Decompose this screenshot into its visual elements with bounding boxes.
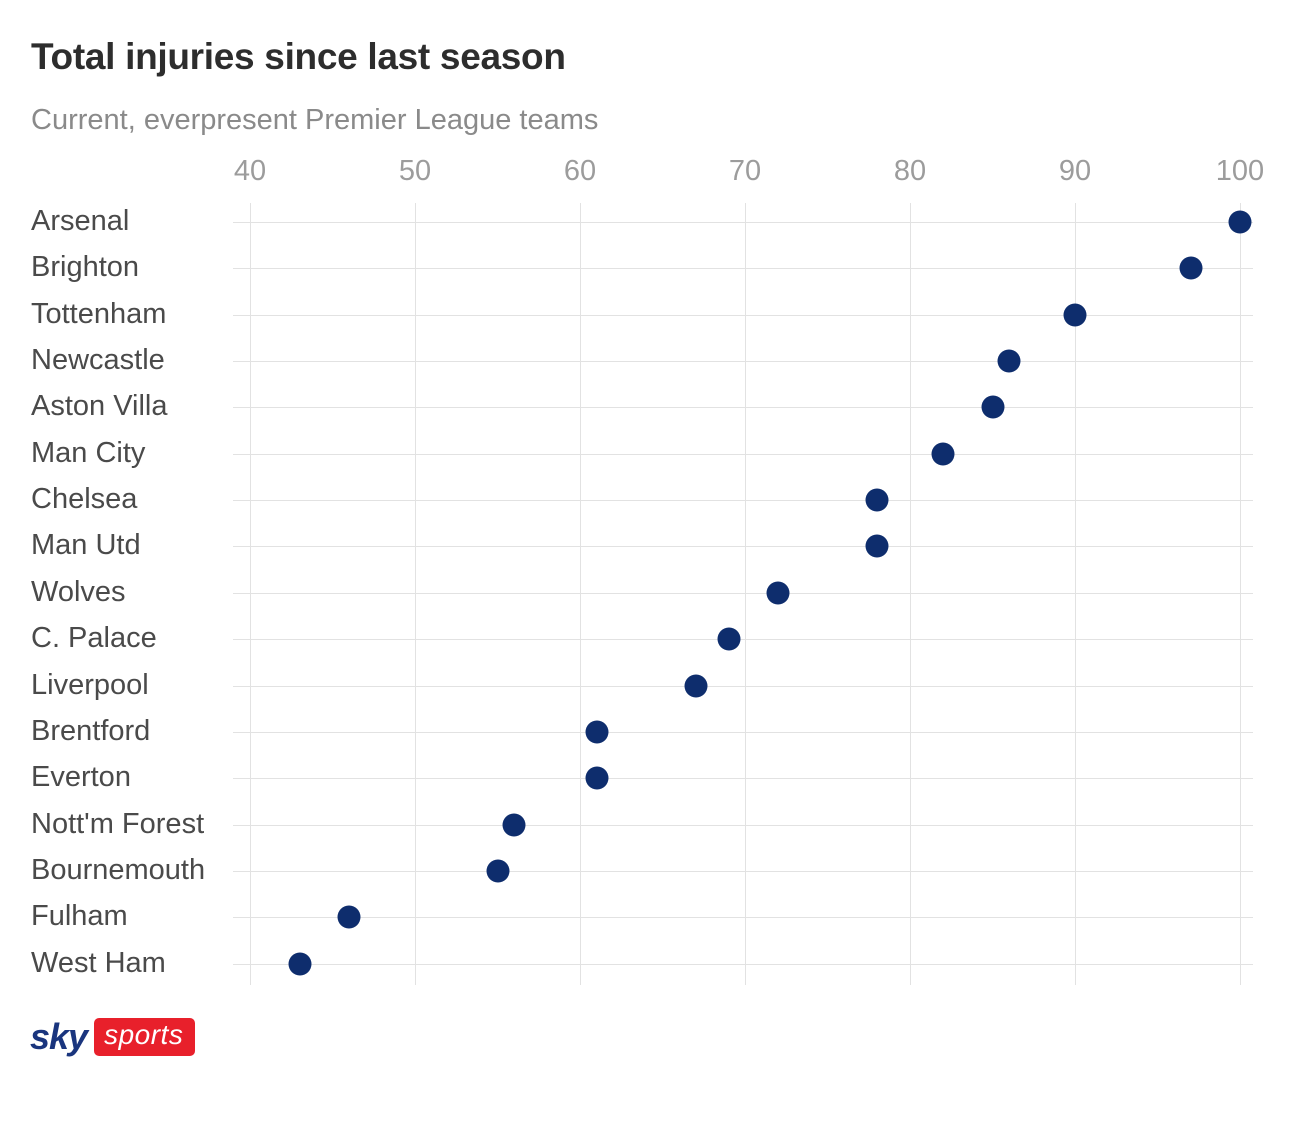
team-label: Bournemouth [31,853,206,886]
row-gridline [233,407,1253,409]
team-label: Chelsea [31,482,138,515]
team-label: Fulham [31,900,128,933]
row-gridline [233,963,1253,965]
row-gridline [233,268,1253,270]
data-point [931,442,955,466]
team-label: Man Utd [31,529,141,562]
sky-sports-logo: sky sports [30,1016,196,1057]
team-label: Newcastle [31,343,165,376]
x-tick-label: 70 [728,155,762,187]
data-point [486,859,509,883]
team-label: Liverpool [31,668,149,701]
data-point [585,720,608,744]
x-gridline [250,203,251,985]
data-point [1228,210,1252,234]
x-gridline [415,203,416,985]
team-label: Brighton [31,251,140,284]
data-point [337,905,361,929]
x-gridline [1240,203,1241,985]
chart-area: 40 50 60 70 80 90 100 Arsenal Brighton Tottenham N… [31,155,1265,985]
data-point [865,534,889,558]
data-point [997,349,1021,373]
x-gridline [1075,203,1076,985]
row-gridline [233,546,1253,548]
x-gridline [580,203,581,985]
chart-subtitle: Current, everpresent Premier League team… [31,104,599,136]
team-label: Nott'm Forest [31,807,205,840]
row-gridline [233,314,1253,316]
x-tick-label: 100 [1215,155,1265,187]
row-gridline [233,870,1253,872]
team-label: Arsenal [31,204,130,237]
data-point [684,674,707,697]
row-gridline [233,824,1253,826]
chart-title: Total injuries since last season [31,36,566,77]
row-gridline [233,639,1253,641]
sky-logo-text: sky [30,1016,88,1057]
x-gridline [910,203,911,985]
team-label: Man City [31,436,146,469]
row-gridline [233,500,1253,502]
x-gridline [745,203,746,985]
x-tick-label: 60 [563,155,597,187]
x-tick-label: 40 [233,155,267,187]
data-point [502,813,526,837]
sports-logo-badge: sports [94,1018,196,1056]
row-gridline [233,361,1253,363]
data-point [766,581,790,605]
row-gridline [233,592,1253,594]
row-gridline [233,917,1253,919]
data-point [1179,256,1202,280]
row-gridline [233,222,1253,223]
team-label: Brentford [31,714,151,747]
row-gridline [233,685,1253,687]
data-point [717,627,740,651]
team-label: Tottenham [31,297,167,330]
x-tick-label: 50 [398,155,432,187]
data-point [865,488,889,512]
team-label: Wolves [31,575,126,608]
team-label: West Ham [31,946,166,979]
x-tick-label: 80 [893,155,927,187]
x-tick-label: 90 [1058,155,1092,187]
row-gridline [233,453,1253,455]
data-point [981,395,1004,419]
sports-logo-text: sports [104,1019,184,1050]
row-gridline [233,731,1253,733]
team-label: Aston Villa [31,390,168,423]
team-label: Everton [31,761,131,794]
data-point [288,952,311,976]
data-point [585,766,608,790]
team-label: C. Palace [31,621,157,654]
data-point [1063,303,1087,327]
row-gridline [233,778,1253,780]
